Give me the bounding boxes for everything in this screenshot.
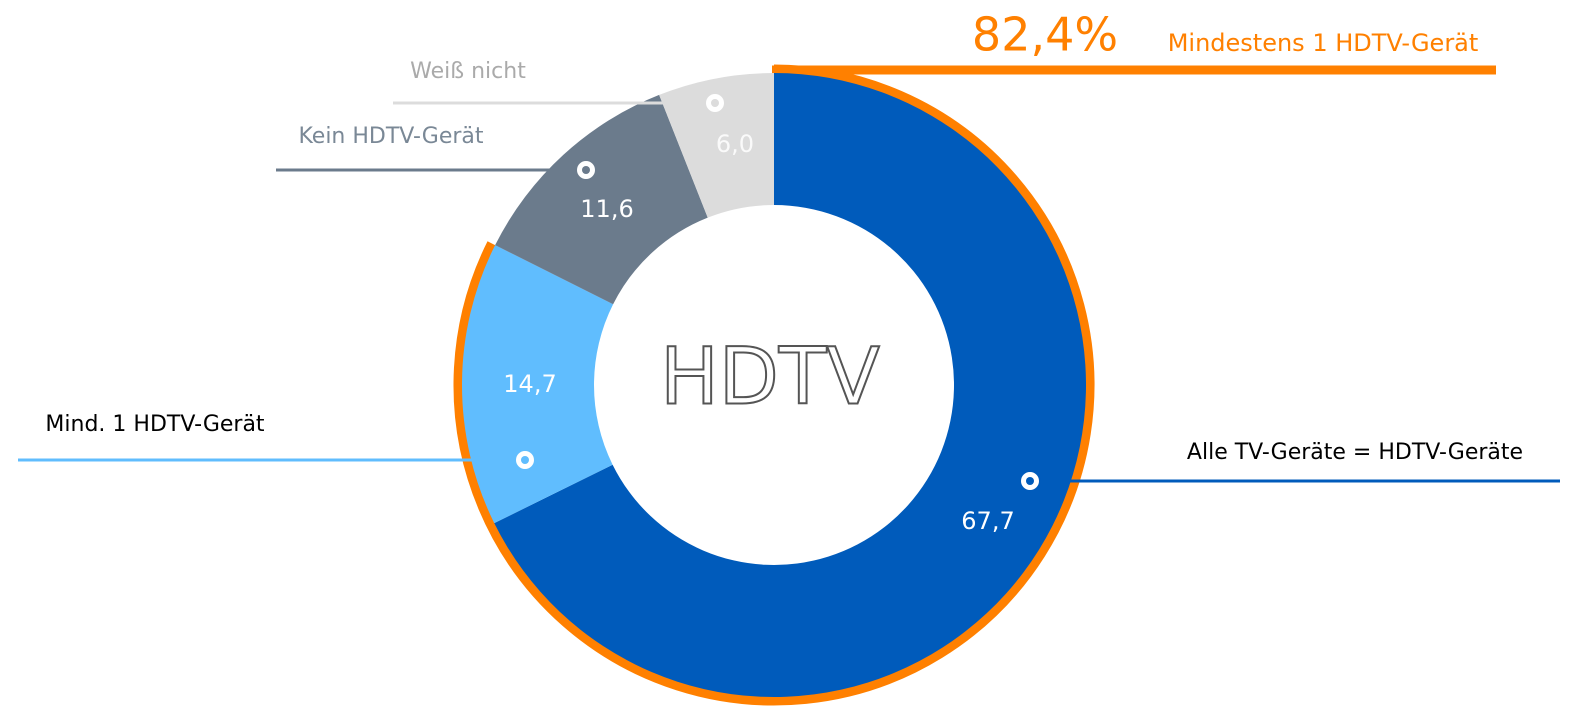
- callout-dot: [711, 99, 719, 107]
- value-label: 67,7: [961, 507, 1014, 535]
- annotation-arc: [453, 64, 1095, 706]
- center-text: HDTV: [660, 332, 880, 422]
- annotation-text: Mindestens 1 HDTV-Gerät: [1168, 29, 1479, 57]
- value-label: 11,6: [580, 195, 633, 223]
- annotation-value: 82,4%: [972, 8, 1118, 62]
- category-label: Mind. 1 HDTV-Gerät: [45, 412, 265, 437]
- category-label: Alle TV-Geräte = HDTV-Geräte: [1187, 440, 1523, 465]
- donut-slice: [495, 94, 708, 305]
- donut-slice: [659, 73, 774, 218]
- value-label: 6,0: [716, 130, 754, 158]
- donut-slice: [462, 245, 614, 524]
- donut-slice: [494, 73, 1087, 697]
- callout-dot: [582, 166, 590, 174]
- callout-dot: [1026, 477, 1034, 485]
- value-label: 14,7: [503, 370, 556, 398]
- callout-dot: [521, 456, 529, 464]
- category-label: Kein HDTV-Gerät: [298, 124, 483, 149]
- category-label: Weiß nicht: [410, 59, 526, 84]
